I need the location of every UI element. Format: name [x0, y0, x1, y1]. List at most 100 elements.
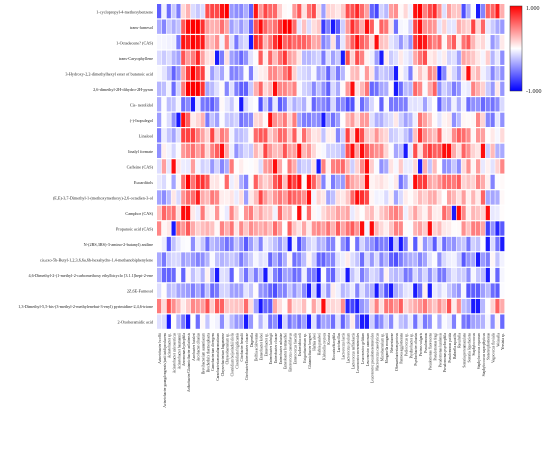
heatmap-cell: [263, 19, 268, 34]
heatmap-cell: [171, 190, 176, 205]
heatmap-cell: [369, 159, 374, 174]
heatmap-cell: [466, 205, 471, 221]
heatmap-cell: [427, 236, 432, 252]
heatmap-cell: [302, 128, 307, 143]
heatmap-cell: [447, 128, 452, 143]
heatmap-cell: [215, 298, 220, 314]
heatmap-cell: [171, 112, 176, 127]
heatmap-cell: [408, 50, 413, 65]
heatmap-cell: [490, 50, 495, 65]
heatmap-cell: [200, 159, 205, 174]
heatmap-cell: [393, 190, 399, 205]
heatmap-cell: [326, 174, 331, 190]
heatmap-cell: [292, 221, 297, 236]
heatmap-cell: [195, 298, 200, 314]
column-label: Clostridium frigidicarnis: [235, 332, 239, 368]
heatmap-cell: [244, 314, 249, 329]
row-label: 2,6-dimethyl-2H-dihydro-2H-pyran: [93, 87, 154, 93]
heatmap-cell: [379, 283, 384, 298]
heatmap-cell: [432, 298, 437, 314]
heatmap-cell: [176, 35, 181, 50]
column-label: Enterobacter asburiae: [279, 333, 283, 365]
colorbar-gradient: [509, 5, 523, 92]
heatmap-cell: [316, 221, 321, 236]
heatmap-cell: [215, 267, 220, 283]
heatmap-cell: [451, 81, 457, 96]
heatmap-cell: [219, 50, 225, 65]
heatmap-cell: [321, 66, 326, 81]
heatmap-cell: [282, 97, 287, 112]
heatmap-cell: [239, 298, 244, 314]
heatmap-cell: [480, 267, 486, 283]
heatmap-cell: [442, 190, 447, 205]
heatmap-cell: [166, 174, 171, 190]
heatmap-cell: [398, 159, 403, 174]
heatmap-cell: [369, 314, 374, 329]
heatmap-cell: [398, 128, 403, 143]
heatmap-cell: [500, 283, 505, 298]
heatmap-cell: [248, 97, 254, 112]
heatmap-cell: [447, 66, 452, 81]
heatmap-cell: [292, 283, 297, 298]
heatmap-cell: [379, 174, 384, 190]
heatmap-cell: [495, 283, 500, 298]
heatmap-cell: [186, 314, 191, 329]
heatmap-cell: [282, 221, 287, 236]
heatmap-cell: [321, 112, 326, 127]
heatmap-cell: [480, 190, 486, 205]
heatmap-cell: [490, 283, 495, 298]
heatmap-cell: [355, 267, 360, 283]
heatmap-cell: [277, 50, 283, 65]
heatmap-cell: [263, 50, 268, 65]
heatmap-cell: [374, 298, 379, 314]
heatmap-cell: [345, 97, 350, 112]
heatmap-cell: [408, 97, 413, 112]
heatmap-cell: [176, 112, 181, 127]
column-label: Clostridium beijerinckii/diolis: [230, 332, 234, 376]
heatmap-cell: [442, 97, 447, 112]
heatmap-cell: [171, 97, 176, 112]
heatmap-cell: [215, 190, 220, 205]
heatmap-cell: [190, 236, 196, 252]
column-label: Macrococcus caseolyticus: [375, 332, 379, 370]
heatmap-cell: [389, 50, 394, 65]
heatmap-cell: [345, 205, 350, 221]
heatmap-cell: [369, 174, 374, 190]
heatmap-cell: [331, 236, 336, 252]
heatmap-cell: [384, 81, 389, 96]
heatmap-cell: [432, 112, 437, 127]
heatmap-cell: [229, 81, 234, 96]
heatmap-cell: [205, 128, 210, 143]
heatmap-cell: [176, 97, 181, 112]
heatmap-cell: [456, 66, 461, 81]
heatmap-cell: [171, 298, 176, 314]
heatmap-cell: [311, 314, 316, 329]
heatmap-cell: [427, 174, 432, 190]
heatmap-cell: [340, 97, 345, 112]
heatmap-cell: [345, 81, 350, 96]
heatmap-cell: [195, 112, 200, 127]
heatmap-cell: [418, 252, 423, 267]
heatmap-cell: [451, 283, 457, 298]
heatmap-cell: [447, 252, 452, 267]
heatmap-cell: [389, 159, 394, 174]
heatmap-cell: [360, 143, 365, 159]
heatmap-cell: [447, 4, 452, 19]
heatmap-cell: [200, 298, 205, 314]
heatmap-cell: [166, 143, 171, 159]
heatmap-cell: [384, 19, 389, 34]
heatmap-cell: [273, 283, 278, 298]
heatmap-cell: [263, 128, 268, 143]
heatmap-cell: [490, 19, 495, 34]
heatmap-cell: [277, 205, 283, 221]
heatmap-cell: [456, 35, 461, 50]
heatmap-cell: [471, 143, 476, 159]
heatmap-cell: [171, 205, 176, 221]
heatmap-cell: [471, 50, 476, 65]
heatmap-cell: [369, 19, 374, 34]
heatmap-cell: [297, 283, 302, 298]
heatmap-cell: [161, 252, 167, 267]
heatmap-cell: [157, 298, 162, 314]
heatmap-cell: [306, 50, 312, 65]
heatmap-cell: [190, 66, 196, 81]
